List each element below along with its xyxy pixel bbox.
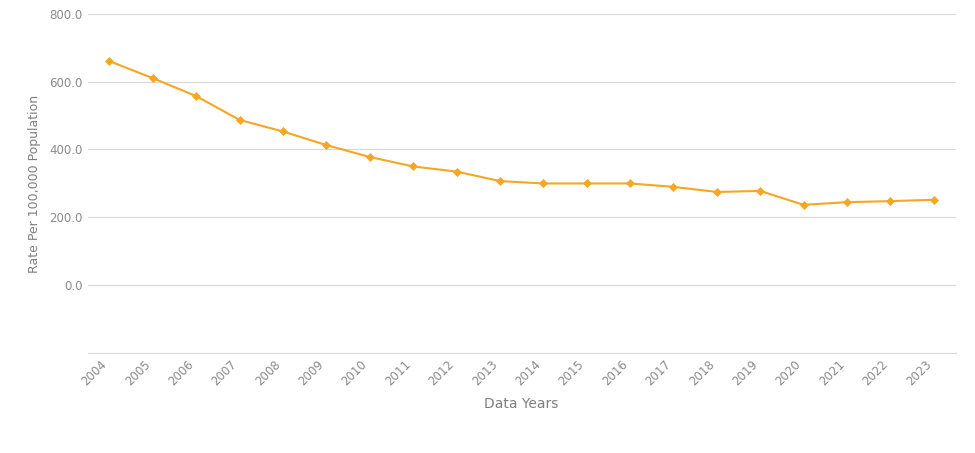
- X-axis label: Data Years: Data Years: [485, 397, 559, 411]
- Y-axis label: Rate Per 100,000 Population: Rate Per 100,000 Population: [28, 94, 41, 273]
